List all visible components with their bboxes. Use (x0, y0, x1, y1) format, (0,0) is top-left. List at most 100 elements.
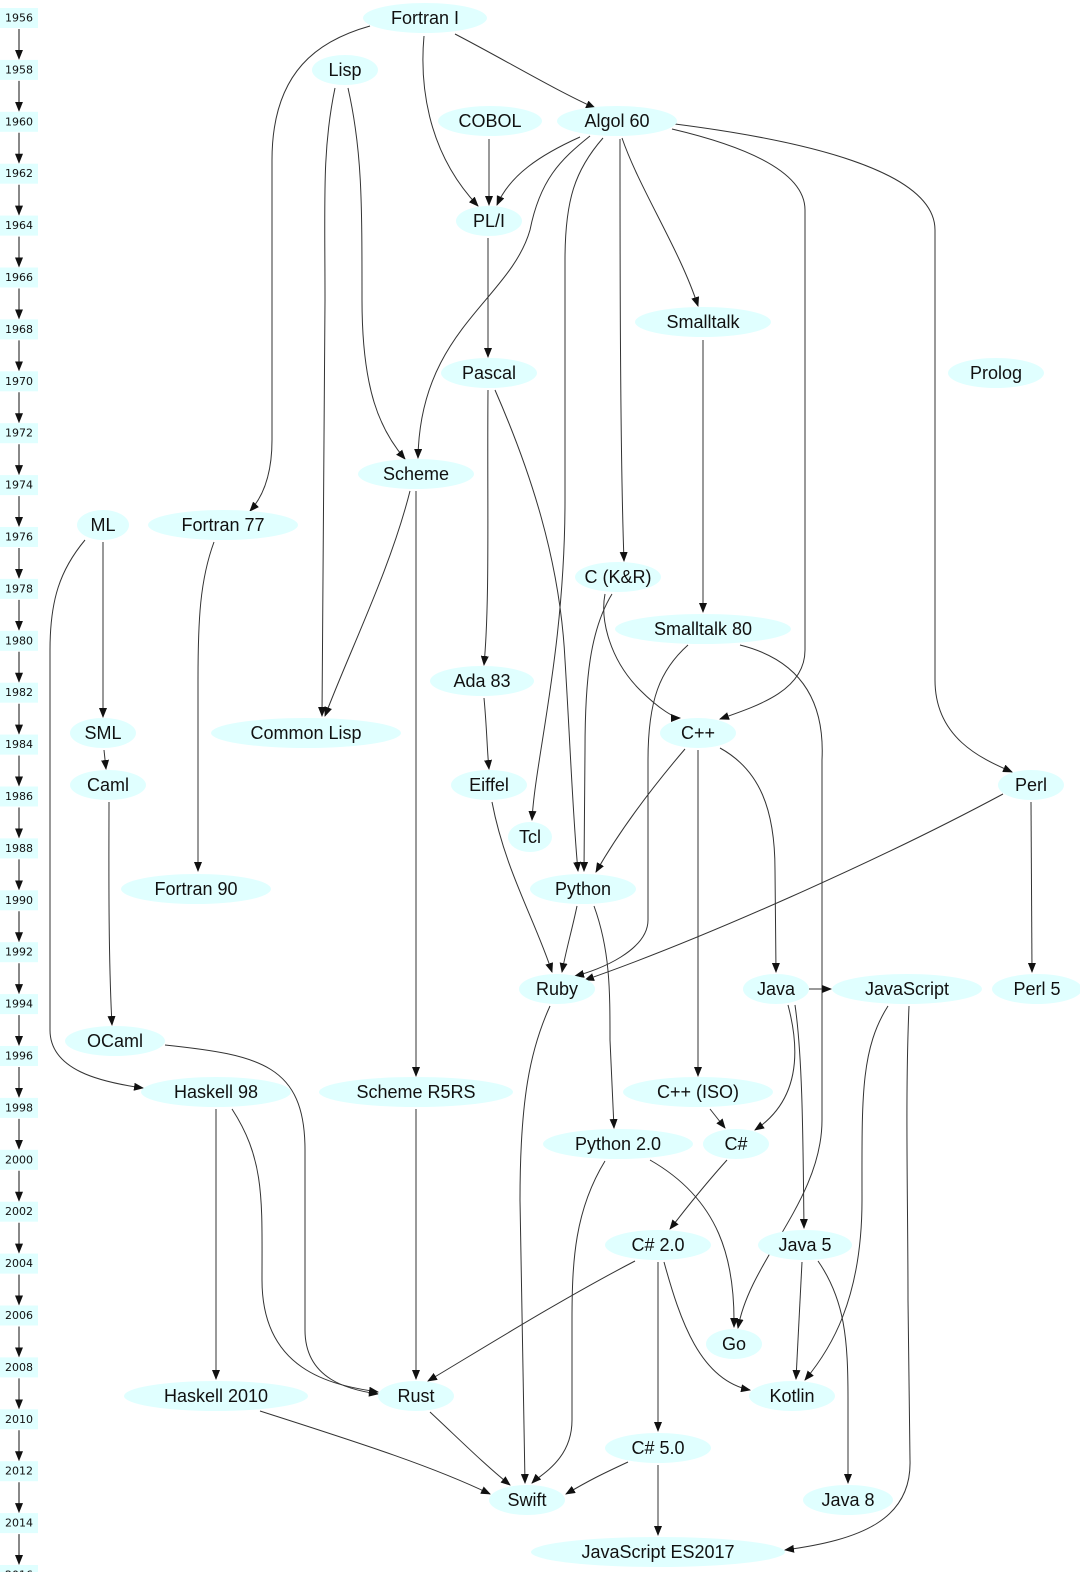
node-ellipse (451, 770, 527, 800)
year-label: 1992 (5, 946, 33, 959)
node-haskell2010: Haskell 2010 (124, 1381, 308, 1411)
year-1994: 1994 (0, 994, 38, 1015)
node-label: SML (84, 723, 121, 743)
node-ruby: Ruby (519, 974, 595, 1004)
node-label: Python 2.0 (575, 1134, 661, 1154)
edge-python20-swift (531, 1160, 606, 1484)
edge-ckr-cpp (603, 593, 681, 722)
node-ellipse (575, 562, 661, 592)
node-caml: Caml (70, 770, 146, 800)
node-smalltalk: Smalltalk (635, 307, 771, 337)
year-timeline: 1956 1958 1960 1962 1964 1966 1968 1970 1972 1974… (0, 8, 38, 1572)
year-1964: 1964 (0, 215, 38, 236)
node-label: Tcl (519, 827, 541, 847)
year-1980: 1980 (0, 630, 38, 651)
node-fortran1: Fortran I (363, 3, 487, 33)
year-1988: 1988 (0, 838, 38, 859)
edge-eiffel-ruby (491, 801, 554, 973)
node-ellipse (148, 510, 298, 540)
year-1956: 1956 (0, 8, 38, 28)
year-box (0, 423, 38, 444)
edge-algol60-tcl (528, 137, 604, 821)
year-1982: 1982 (0, 682, 38, 703)
year-box (0, 890, 38, 911)
node-swift: Swift (489, 1485, 565, 1515)
node-scheme: Scheme (358, 459, 474, 489)
year-1974: 1974 (0, 475, 38, 496)
year-box (0, 942, 38, 963)
node-csharp: C# (703, 1129, 769, 1159)
node-ellipse (519, 974, 595, 1004)
year-label: 1998 (5, 1101, 33, 1114)
node-label: Kotlin (769, 1386, 814, 1406)
node-jses2017: JavaScript ES2017 (531, 1537, 785, 1567)
node-fortran77: Fortran 77 (148, 510, 298, 540)
edge-algol60-perl (674, 123, 1013, 773)
node-ellipse (124, 1381, 308, 1411)
node-label: C# 2.0 (631, 1235, 684, 1255)
node-label: C (K&R) (585, 567, 652, 587)
node-cppiso: C++ (ISO) (623, 1077, 773, 1107)
year-label: 1960 (5, 115, 33, 128)
node-ellipse (77, 510, 129, 540)
year-box (0, 838, 38, 859)
node-label: Pascal (462, 363, 516, 383)
node-kotlin: Kotlin (749, 1381, 835, 1411)
node-ellipse (358, 459, 474, 489)
node-label: Lisp (328, 60, 361, 80)
node-javascript: JavaScript (832, 974, 982, 1004)
edge-fortran77-fortran90 (194, 541, 215, 872)
node-label: Java 5 (778, 1235, 831, 1255)
node-ellipse (121, 874, 271, 904)
node-ada83: Ada 83 (430, 666, 534, 696)
node-ellipse (660, 718, 736, 748)
node-ellipse (749, 1381, 835, 1411)
year-box (0, 1357, 38, 1378)
node-label: C# 5.0 (631, 1438, 684, 1458)
node-ellipse (319, 1077, 513, 1107)
node-ellipse (605, 1433, 711, 1463)
year-label: 1962 (5, 167, 33, 180)
node-ellipse (605, 1230, 711, 1260)
node-ellipse (543, 1129, 693, 1159)
node-label: Fortran I (391, 8, 459, 28)
edge-perl-perl5 (1027, 801, 1036, 973)
year-box (0, 267, 38, 288)
year-box (0, 1461, 38, 1482)
edge-csharp20-kotlin (663, 1261, 751, 1393)
year-box (0, 1305, 38, 1326)
node-perl5: Perl 5 (992, 974, 1080, 1004)
edge-fortran1-algol60 (454, 33, 596, 109)
node-label: Common Lisp (250, 723, 361, 743)
year-label: 2010 (5, 1413, 33, 1426)
year-1972: 1972 (0, 423, 38, 444)
year-box (0, 371, 38, 392)
year-1970: 1970 (0, 371, 38, 392)
year-box (0, 578, 38, 599)
node-label: Haskell 2010 (164, 1386, 268, 1406)
edge-caml-ocaml (107, 801, 116, 1026)
year-box (0, 1201, 38, 1222)
edge-lisp-commonlisp (318, 87, 336, 717)
node-label: Python (555, 879, 611, 899)
influence-edges (49, 25, 1036, 1553)
node-label: ML (90, 515, 115, 535)
edge-algol60-scheme (414, 135, 591, 459)
edge-haskell2010-swift (259, 1410, 491, 1495)
node-pascal: Pascal (441, 358, 537, 388)
year-label: 2002 (5, 1205, 33, 1218)
node-ellipse (758, 1230, 852, 1260)
node-label: JavaScript ES2017 (581, 1542, 734, 1562)
year-1962: 1962 (0, 163, 38, 184)
year-2002: 2002 (0, 1201, 38, 1222)
node-ellipse (743, 974, 809, 1004)
year-1960: 1960 (0, 111, 38, 132)
node-go: Go (706, 1329, 762, 1359)
year-box (0, 786, 38, 807)
edge-python-python20 (593, 905, 618, 1129)
node-eiffel: Eiffel (451, 770, 527, 800)
year-box (0, 319, 38, 340)
node-ellipse (211, 718, 401, 748)
node-label: Smalltalk (666, 312, 740, 332)
year-box (0, 111, 38, 132)
